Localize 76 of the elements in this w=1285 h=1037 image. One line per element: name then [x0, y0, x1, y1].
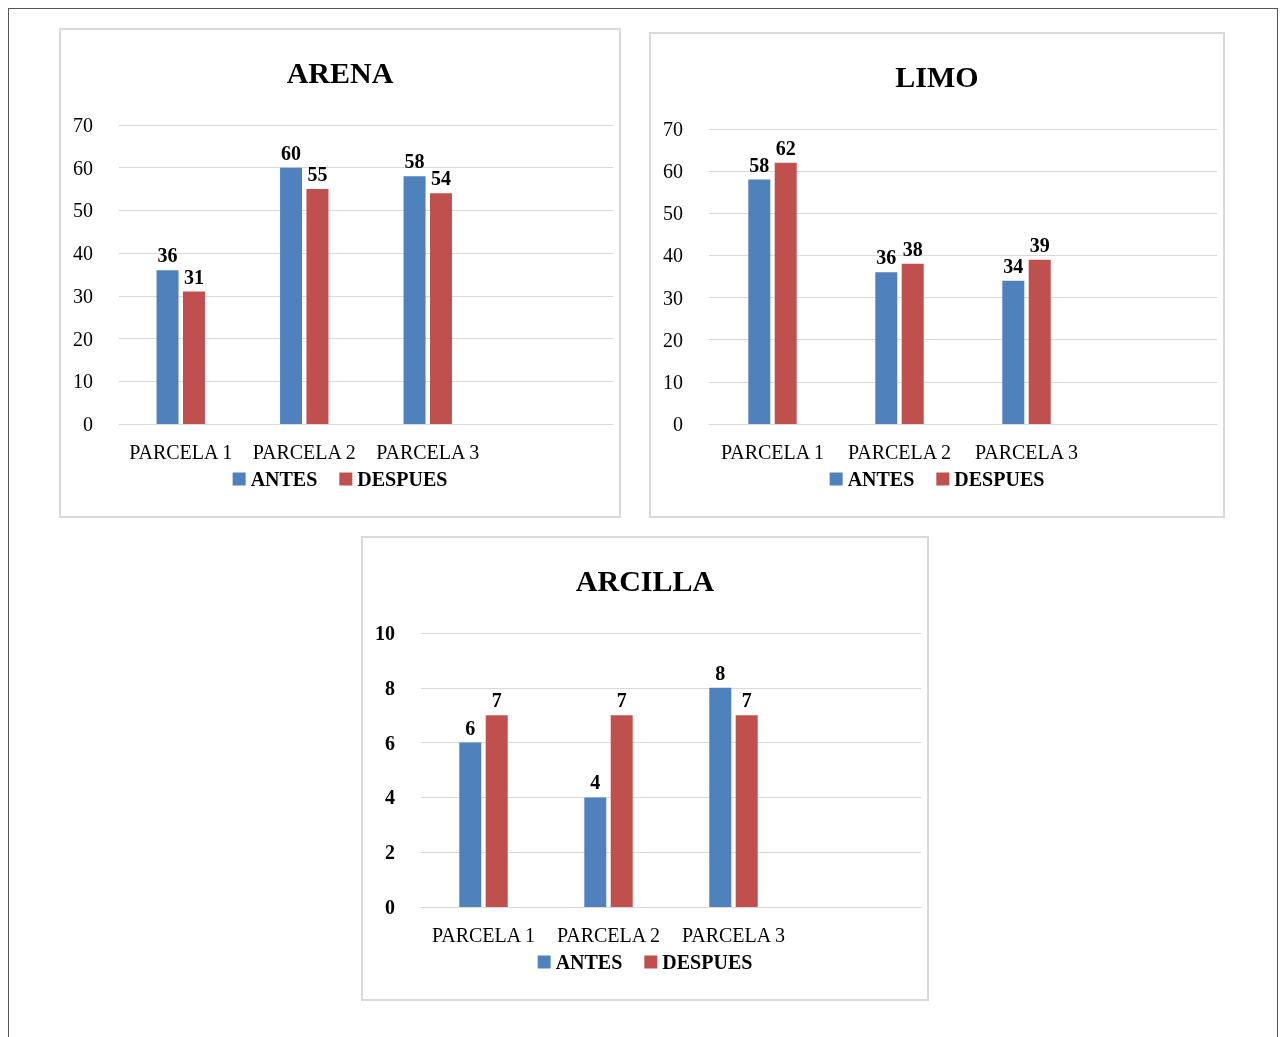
chart-title: LIMO: [895, 59, 979, 93]
legend-label: DESPUES: [662, 951, 753, 973]
data-label: 62: [775, 136, 796, 159]
x-tick-label: PARCELA 3: [974, 441, 1079, 463]
x-tick-label: PARCELA 2: [847, 441, 952, 463]
y-tick-label: 60: [73, 156, 93, 179]
y-tick-label: 50: [663, 202, 683, 225]
chart-title: ARENA: [286, 55, 394, 89]
bar: [485, 715, 508, 907]
bar: [709, 687, 732, 907]
legend-label: ANTES: [555, 951, 623, 973]
legend-label: DESPUES: [954, 468, 1045, 490]
data-label: 36: [876, 246, 897, 269]
legend-label: ANTES: [847, 468, 915, 490]
data-label: 36: [157, 244, 178, 267]
data-label: 38: [902, 237, 923, 260]
y-tick-label: 0: [673, 413, 683, 435]
x-tick-label: PARCELA 1: [129, 441, 233, 463]
y-tick-label: 60: [663, 160, 683, 183]
bar: [1028, 259, 1051, 424]
legend-label: DESPUES: [357, 468, 448, 490]
y-tick-label: 10: [73, 370, 93, 393]
bar: [584, 797, 607, 907]
y-tick-label: 10: [663, 370, 683, 393]
y-tick-label: 8: [385, 676, 395, 699]
data-label: 58: [404, 150, 425, 173]
bar: [610, 715, 633, 907]
x-tick-label: PARCELA 3: [376, 441, 480, 463]
data-label: 60: [281, 141, 302, 164]
bar: [182, 291, 205, 424]
bar: [306, 189, 329, 424]
x-tick-label: PARCELA 1: [431, 924, 536, 946]
y-tick-label: 40: [73, 242, 93, 265]
data-label: 6: [465, 716, 476, 739]
bar: [774, 162, 797, 424]
data-label: 55: [307, 163, 328, 186]
y-tick-label: 6: [385, 731, 395, 754]
bar: [735, 715, 758, 907]
bar: [459, 742, 482, 907]
y-tick-label: 2: [385, 841, 395, 864]
data-label: 7: [491, 689, 502, 712]
y-tick-label: 70: [663, 118, 683, 140]
bar: [403, 176, 426, 424]
y-tick-label: 30: [73, 284, 93, 307]
data-label: 8: [715, 661, 726, 684]
y-tick-label: 30: [663, 286, 683, 309]
data-label: 4: [590, 771, 601, 794]
x-tick-label: PARCELA 3: [681, 924, 786, 946]
chart-title: ARCILLA: [575, 563, 715, 597]
x-tick-label: PARCELA 2: [556, 924, 661, 946]
bar: [901, 263, 924, 424]
bar: [156, 270, 179, 424]
legend-label: ANTES: [250, 468, 318, 490]
y-tick-label: 10: [375, 622, 395, 644]
data-label: 39: [1029, 233, 1050, 256]
x-tick-label: PARCELA 1: [720, 441, 825, 463]
y-tick-label: 70: [73, 114, 93, 136]
bar: [748, 179, 771, 424]
y-tick-label: 0: [83, 413, 93, 435]
data-label: 54: [430, 167, 451, 190]
bar: [875, 272, 898, 424]
y-tick-label: 4: [385, 786, 395, 809]
bar: [1002, 280, 1025, 424]
x-tick-label: PARCELA 2: [252, 441, 356, 463]
y-tick-label: 50: [73, 199, 93, 222]
data-label: 34: [1003, 254, 1024, 277]
y-tick-label: 0: [385, 896, 395, 918]
y-tick-label: 20: [73, 327, 93, 350]
data-label: 31: [183, 265, 204, 288]
bar: [429, 193, 452, 424]
y-tick-label: 20: [663, 328, 683, 351]
data-label: 7: [616, 689, 627, 712]
data-label: 58: [749, 153, 770, 176]
data-label: 7: [741, 689, 752, 712]
bar: [280, 167, 303, 424]
y-tick-label: 40: [663, 244, 683, 267]
